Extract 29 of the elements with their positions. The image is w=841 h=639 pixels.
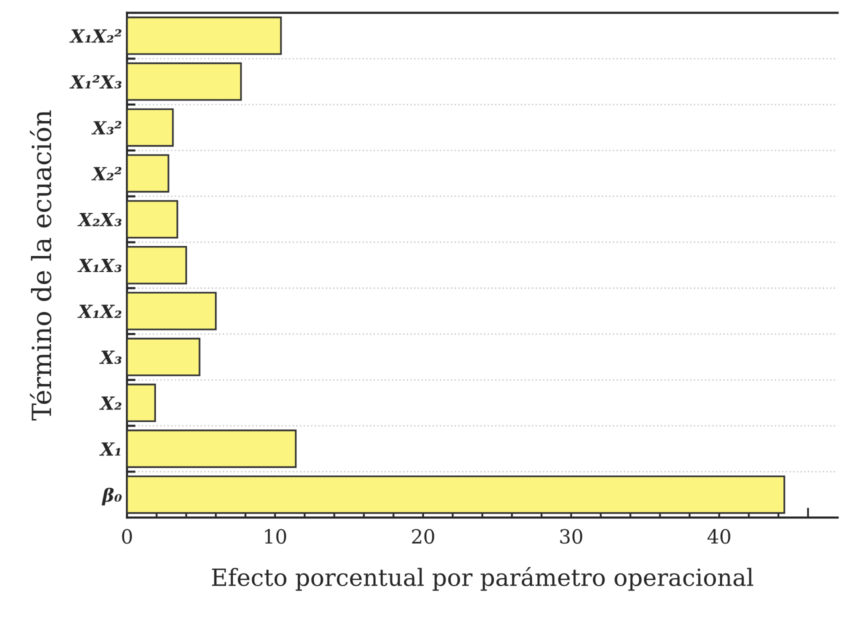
x-tick-label: 30 bbox=[560, 529, 582, 544]
y-tick-label: X₂ bbox=[99, 396, 122, 410]
y-tick-label: β₀ bbox=[102, 488, 122, 506]
bar bbox=[126, 475, 786, 514]
y-tick-label: X₂² bbox=[91, 166, 122, 180]
y-tick-label: X₁ bbox=[99, 442, 120, 456]
y-tick-label: X₃² bbox=[91, 120, 122, 134]
bar bbox=[126, 154, 170, 193]
bar bbox=[126, 338, 200, 376]
x-axis-title: Efecto porcentual por parámetro operacional bbox=[212, 566, 754, 591]
y-axis-title: Término de la ecuación bbox=[30, 110, 52, 421]
y-tick-label: X₂X₃ bbox=[77, 212, 122, 226]
bar bbox=[126, 292, 217, 330]
bar bbox=[126, 246, 188, 284]
bar bbox=[126, 384, 156, 422]
bar bbox=[126, 108, 174, 147]
y-tick-label: X₃ bbox=[99, 350, 122, 364]
x-tick-label: 20 bbox=[412, 529, 434, 544]
y-tick-label: X₁X₂ bbox=[77, 304, 122, 318]
x-tick-label: 10 bbox=[265, 529, 286, 544]
bar bbox=[126, 62, 242, 101]
bar bbox=[126, 430, 297, 468]
y-tick-label: X₁²X₃ bbox=[69, 75, 122, 89]
bar bbox=[126, 16, 282, 55]
y-tick-label: X₁X₃ bbox=[77, 258, 122, 272]
x-tick-label: 0 bbox=[122, 529, 132, 544]
y-tick-label: X₁X₂² bbox=[69, 29, 122, 43]
bar bbox=[126, 200, 178, 238]
x-tick-label: 40 bbox=[707, 529, 730, 544]
